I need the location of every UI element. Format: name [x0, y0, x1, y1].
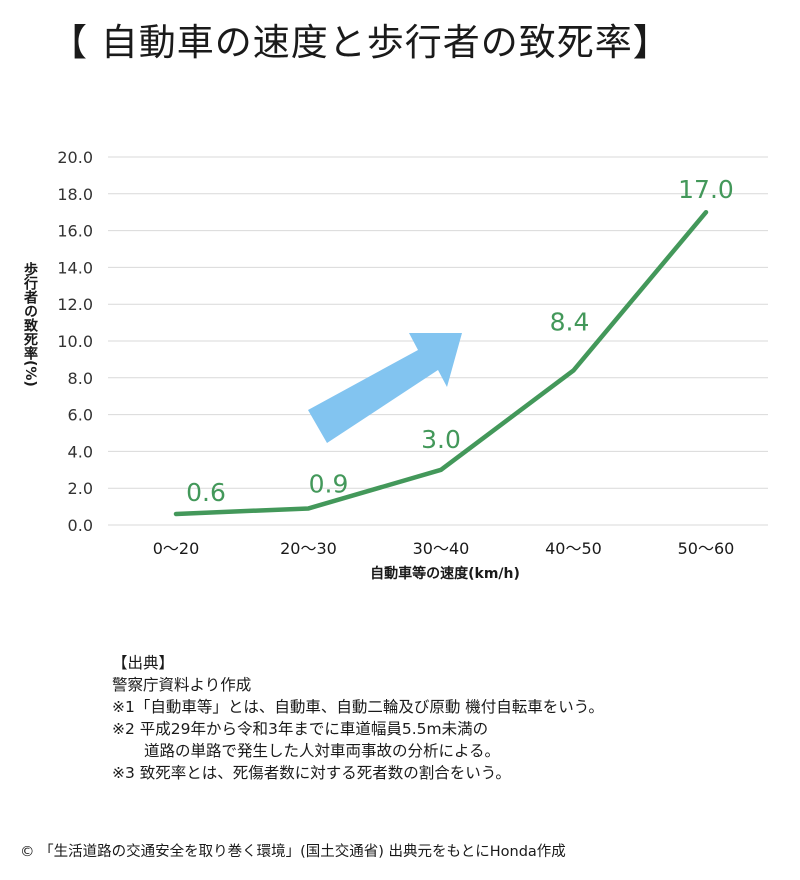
x-tick-label: 30〜40 — [413, 539, 470, 558]
note-3: ※3 致死率とは、死傷者数に対する死者数の割合をいう。 — [112, 764, 511, 782]
notes-source: 警察庁資料より作成 — [112, 676, 252, 694]
fatality-rate-chart: 0.02.04.06.08.010.012.014.016.018.020.0 … — [22, 148, 768, 582]
x-tick-label: 20〜30 — [280, 539, 337, 558]
y-tick-label: 16.0 — [57, 222, 93, 241]
x-axis-label: 自動車等の速度(km/h) — [370, 565, 520, 582]
y-tick-label: 4.0 — [68, 442, 93, 461]
data-label: 8.4 — [550, 307, 590, 336]
y-tick-label: 8.0 — [68, 369, 93, 388]
note-1: ※1「自動車等」とは、自動車、自動二輪及び原動 機付自転車をいう。 — [112, 698, 604, 716]
data-label: 3.0 — [421, 425, 461, 454]
source-notes: 【出典】 警察庁資料より作成 ※1「自動車等」とは、自動車、自動二輪及び原動 機… — [112, 652, 604, 784]
y-tick-label: 18.0 — [57, 185, 93, 204]
y-tick-label: 6.0 — [68, 406, 93, 425]
y-tick-label: 20.0 — [57, 148, 93, 167]
x-tick-label: 50〜60 — [678, 539, 735, 558]
data-label: 0.6 — [186, 478, 226, 507]
note-2-line-2: 道路の単路で発生した人対車両事故の分析による。 — [144, 742, 501, 760]
data-label: 17.0 — [678, 175, 734, 204]
y-tick-label: 12.0 — [57, 295, 93, 314]
series-line — [173, 209, 709, 517]
y-axis-ticks: 0.0 2.0 4.0 6.0 8.0 10.0 12.0 14.0 16.0 18.0 20.0 — [57, 148, 93, 535]
y-tick-label: 2.0 — [68, 479, 93, 498]
data-label: 0.9 — [309, 469, 349, 498]
y-tick-label: 0.0 — [68, 516, 93, 535]
page-title: 【 自動車の速度と歩行者の致死率】 — [50, 21, 671, 64]
note-2-line-1: ※2 平成29年から令和3年までに車道幅員5.5m未満の — [112, 720, 489, 738]
notes-heading: 【出典】 — [112, 654, 175, 672]
y-tick-label: 14.0 — [57, 258, 93, 277]
trend-arrow-icon — [308, 333, 462, 443]
x-axis-ticks: 0〜20 20〜30 30〜40 40〜50 50〜60 — [153, 539, 735, 558]
copyright-credit: © 「生活道路の交通安全を取り巻く環境」(国土交通省) 出典元をもとにHonda… — [20, 844, 566, 860]
x-tick-label: 40〜50 — [545, 539, 602, 558]
gridlines — [108, 156, 768, 526]
y-tick-label: 10.0 — [57, 332, 93, 351]
x-tick-label: 0〜20 — [153, 539, 200, 558]
data-labels: 0.6 0.9 3.0 8.4 17.0 — [186, 175, 734, 507]
y-axis-label: 歩行者の致死率(%) — [22, 261, 39, 387]
